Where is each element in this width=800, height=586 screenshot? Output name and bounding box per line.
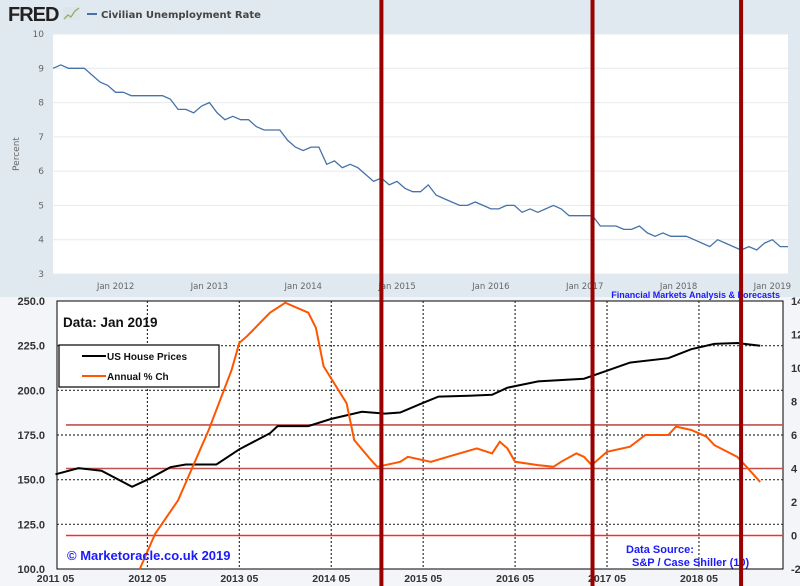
y-tick-label: 5 — [38, 201, 44, 211]
y-left-tick-label: 175.0 — [17, 430, 45, 442]
y-left-tick-label: 150.0 — [17, 475, 45, 487]
x-tick-label: Jan 2019 — [753, 282, 791, 292]
copyright-text: © Marketoracle.co.uk 2019 — [67, 548, 231, 563]
x-tick-label: 2015 05 — [404, 573, 442, 585]
y-tick-label: 6 — [38, 167, 44, 177]
x-tick-label: Jan 2017 — [565, 282, 603, 292]
y-tick-label: 10 — [33, 30, 45, 40]
header-text: Financial Markets Analysis & Forecasts — [611, 290, 780, 300]
source-title: Data Source: — [626, 544, 694, 556]
y-tick-label: 7 — [38, 133, 44, 143]
y-right-tick-label: 6 — [791, 430, 797, 442]
x-tick-label: Jan 2016 — [471, 282, 509, 292]
y-right-tick-label: 10 — [791, 363, 800, 375]
data-date-label: Data: Jan 2019 — [63, 315, 158, 330]
x-tick-label: 2018 05 — [680, 573, 718, 585]
fred-logo: FRED — [8, 4, 59, 26]
y-right-tick-label: 12 — [791, 330, 800, 342]
x-tick-label: 2014 05 — [312, 573, 350, 585]
y-tick-label: 3 — [38, 270, 44, 280]
x-tick-label: Jan 2013 — [190, 282, 228, 292]
x-tick-label: 2013 05 — [220, 573, 258, 585]
y-right-tick-label: 2 — [791, 497, 797, 509]
plot-area — [53, 34, 788, 274]
y-right-tick-label: 4 — [791, 464, 798, 476]
y-left-tick-label: 125.0 — [17, 519, 45, 531]
y-axis-label: Percent — [12, 137, 22, 171]
legend-label: Civilian Unemployment Rate — [101, 10, 261, 21]
x-tick-label: Jan 2015 — [377, 282, 415, 292]
x-tick-label: 2012 05 — [128, 573, 166, 585]
y-tick-label: 8 — [38, 99, 44, 109]
x-tick-label: 2017 05 — [588, 573, 626, 585]
x-tick-label: 2011 05 — [37, 573, 75, 585]
y-left-tick-label: 225.0 — [17, 341, 45, 353]
y-left-tick-label: 100.0 — [17, 564, 45, 576]
y-tick-label: 9 — [38, 64, 44, 74]
us-house-prices-line — [55, 341, 761, 488]
unemployment-line — [52, 64, 788, 251]
y-left-tick-label: 250.0 — [17, 296, 45, 308]
y-left-tick-label: 200.0 — [17, 385, 45, 397]
house-price-chart: Financial Markets Analysis & Forecasts 2… — [0, 290, 800, 586]
fred-logo-icon — [63, 7, 80, 20]
legend-label-house: US House Prices — [107, 352, 187, 363]
legend-label-pct: Annual % Ch — [107, 372, 169, 383]
source-text: S&P / Case Shiller (10) — [632, 557, 750, 569]
y-tick-label: 4 — [38, 236, 44, 246]
y-right-tick-label: 0 — [791, 531, 797, 543]
x-tick-label: Jan 2014 — [283, 282, 321, 292]
x-tick-label: Jan 2012 — [96, 282, 134, 292]
fred-chart: FRED Civilian Unemployment Rate 10 9 8 7 6 5 4… — [0, 0, 800, 297]
x-tick-label: 2016 05 — [496, 573, 534, 585]
x-tick-label: Jan 2018 — [659, 282, 697, 292]
y-right-tick-label: -2 — [791, 564, 800, 576]
legend-box — [58, 344, 220, 388]
y-right-tick-label: 8 — [791, 397, 797, 409]
annual-pct-change-line — [138, 301, 761, 570]
legend: US House Prices Annual % Ch — [58, 344, 220, 388]
y-right-tick-label: 14 — [791, 296, 800, 308]
